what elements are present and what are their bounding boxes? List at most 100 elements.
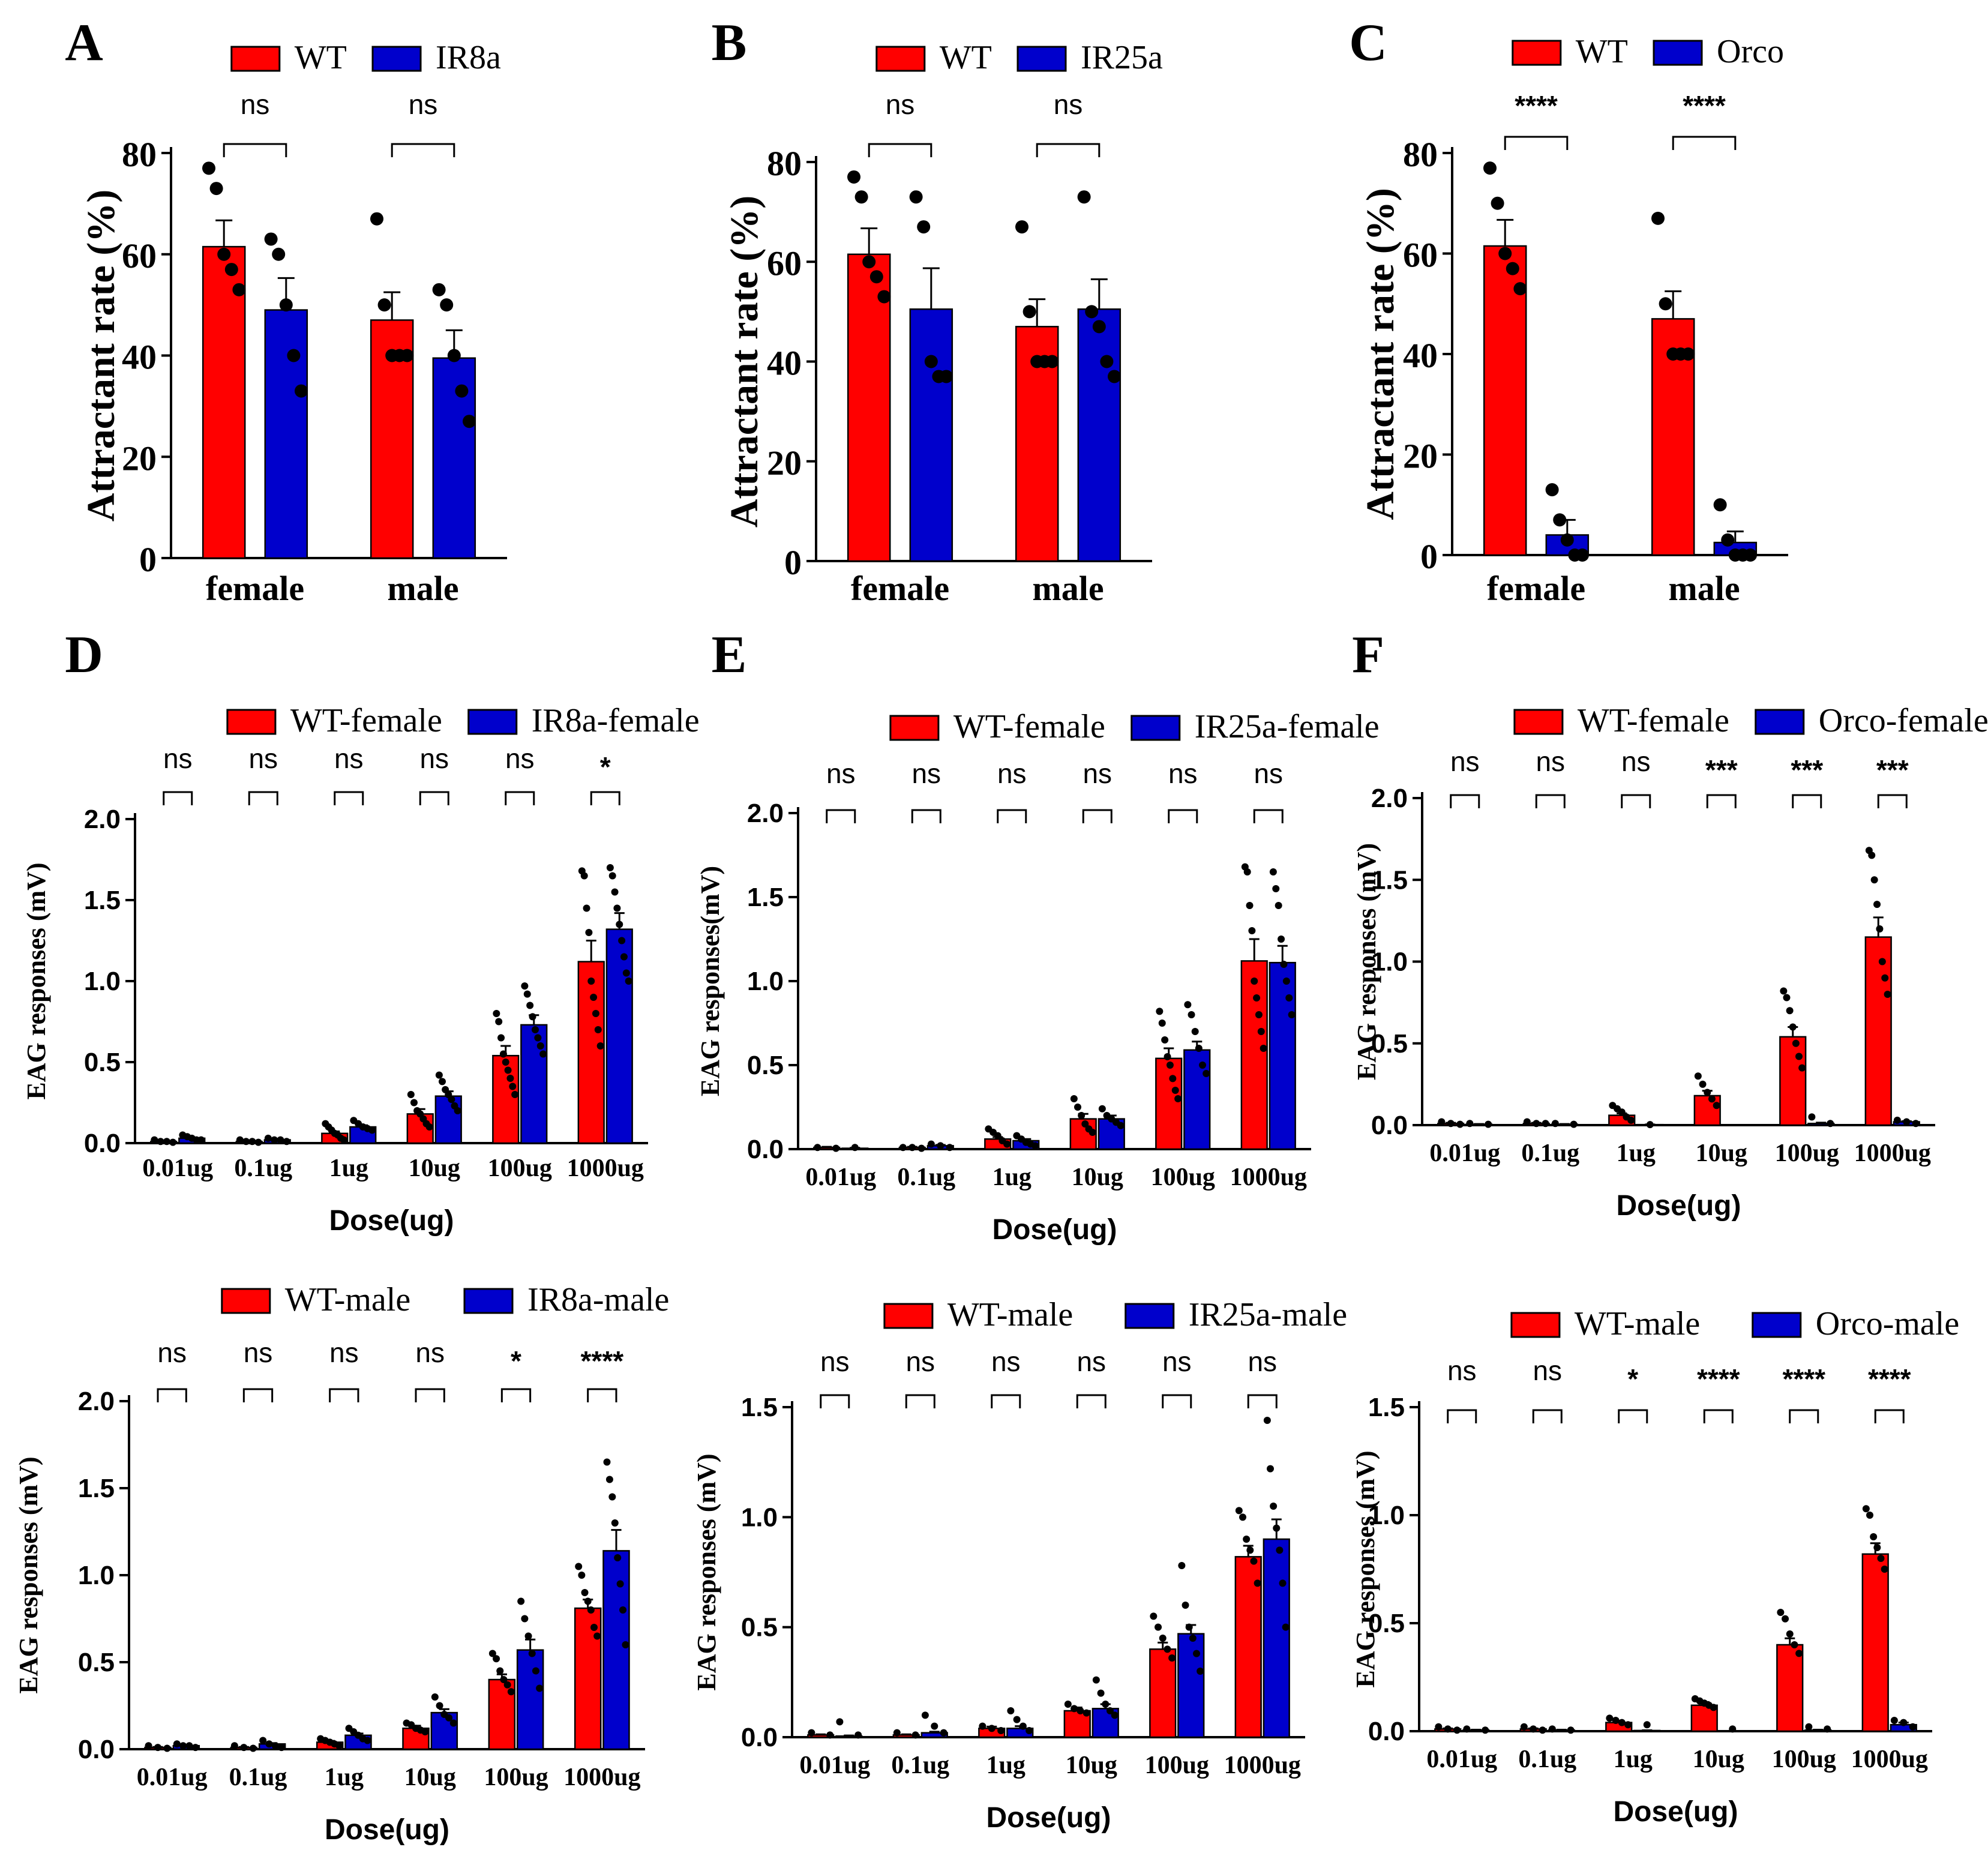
data-point	[1282, 1623, 1290, 1631]
significance-bracket	[826, 809, 856, 823]
legend-label: IR8a	[436, 39, 501, 76]
legend-label: WT-female	[1578, 702, 1729, 739]
significance-label: ****	[581, 1345, 624, 1377]
x-tick-label: 0.1ug	[1521, 1140, 1579, 1167]
data-point	[608, 1493, 616, 1501]
data-point	[454, 1107, 461, 1114]
data-point	[1710, 1704, 1717, 1711]
legend-label: IR25a-male	[1189, 1296, 1347, 1333]
data-point	[940, 370, 953, 383]
data-point	[1659, 297, 1672, 311]
legend-label: IR8a-female	[532, 702, 700, 739]
x-tick-label: 1ug	[325, 1764, 364, 1791]
data-point	[946, 1144, 953, 1152]
data-point	[909, 190, 923, 204]
data-point	[1077, 1707, 1084, 1714]
data-point	[1456, 1120, 1464, 1128]
bar-wt	[1483, 245, 1527, 556]
x-tick-label: 10ug	[1066, 1752, 1117, 1779]
data-point	[1798, 1064, 1806, 1072]
x-tick-label: female	[1487, 569, 1585, 608]
data-point	[1174, 1095, 1182, 1102]
significance-bracket	[242, 1388, 274, 1402]
bar-wt	[1240, 960, 1268, 1150]
significance-bracket	[997, 809, 1027, 823]
x-tick-label: 10ug	[1696, 1140, 1747, 1167]
data-point	[921, 1711, 929, 1719]
data-point	[931, 1722, 938, 1730]
x-tick-label: 0.01ug	[805, 1164, 876, 1191]
significance-label: ns	[1248, 1346, 1277, 1377]
x-tick-label: 10ug	[409, 1155, 460, 1182]
significance-bracket	[329, 1388, 359, 1402]
data-point	[1246, 902, 1254, 909]
bar-wt	[202, 245, 246, 559]
y-tick-label: 20	[122, 439, 157, 478]
data-point	[1627, 1116, 1635, 1124]
significance-bracket	[1703, 1409, 1734, 1423]
y-tick-label: 1.0	[1368, 1501, 1405, 1530]
data-point	[1704, 1089, 1711, 1096]
y-tick-label: 40	[1403, 336, 1438, 375]
data-point	[1260, 1045, 1267, 1052]
data-point	[509, 1083, 517, 1090]
data-point	[1100, 355, 1114, 368]
data-point	[1795, 1650, 1803, 1657]
data-point	[1903, 1118, 1911, 1126]
significance-bracket	[1247, 1394, 1278, 1408]
y-tick-label: 0.5	[78, 1648, 115, 1677]
y-tick-label: 1.0	[741, 1503, 778, 1532]
data-point	[1164, 1053, 1171, 1060]
data-point	[1248, 927, 1256, 934]
data-point	[594, 1026, 602, 1033]
panel-a: A WT IR8a 0 20 40 60 80 Attractant rate (%) ns fem…	[65, 14, 507, 608]
data-point	[421, 1728, 429, 1735]
y-tick-label: 0.5	[1368, 1609, 1405, 1638]
data-point	[1285, 994, 1293, 1002]
significance-bracket	[500, 1388, 532, 1402]
legend-label: WT	[1576, 33, 1628, 70]
data-point	[240, 1744, 248, 1752]
data-point	[503, 1681, 511, 1689]
data-point	[173, 1740, 181, 1748]
data-point	[1108, 370, 1121, 383]
x-axis-label: Dose(ug)	[992, 1214, 1117, 1246]
data-point	[539, 1050, 547, 1058]
data-point	[1150, 1612, 1158, 1620]
data-point	[937, 1142, 944, 1150]
data-point	[1275, 902, 1282, 909]
data-point	[445, 1714, 453, 1722]
data-point	[531, 1026, 539, 1033]
panel-f2: WT-male Orco-male 0.0 0.5 1.0 1.5 EAG response…	[1351, 1305, 1959, 1828]
x-tick-label: 10ug	[404, 1764, 455, 1791]
data-point	[1909, 1723, 1917, 1731]
significance-bracket	[1076, 1394, 1107, 1408]
significance-bracket	[590, 791, 620, 805]
significance-label: ****	[1697, 1363, 1740, 1395]
data-point	[524, 1632, 532, 1640]
data-point	[279, 298, 293, 312]
y-tick-label: 60	[1403, 236, 1438, 275]
data-point	[1530, 1725, 1537, 1733]
legend-label: WT	[940, 39, 992, 76]
data-point	[1019, 1722, 1027, 1730]
significance-label: ns	[505, 743, 535, 774]
significance-bracket	[820, 1394, 850, 1408]
significance-bracket	[157, 1388, 187, 1402]
data-point	[1893, 1116, 1901, 1124]
x-tick-label: 0.1ug	[234, 1155, 292, 1182]
bar-wt	[1155, 1057, 1183, 1150]
data-point	[620, 953, 628, 961]
data-point	[1191, 1028, 1199, 1035]
significance-label: ns	[1621, 746, 1651, 777]
x-tick-label: 100ug	[484, 1764, 548, 1791]
data-point	[497, 1034, 505, 1042]
data-point	[618, 937, 626, 945]
bar-mutant	[1077, 308, 1122, 562]
data-point	[590, 994, 598, 1001]
significance-label: ns	[163, 743, 193, 774]
data-point	[1045, 355, 1059, 368]
data-point	[917, 1144, 925, 1152]
data-point	[1102, 1701, 1110, 1708]
data-point	[1255, 1011, 1263, 1018]
